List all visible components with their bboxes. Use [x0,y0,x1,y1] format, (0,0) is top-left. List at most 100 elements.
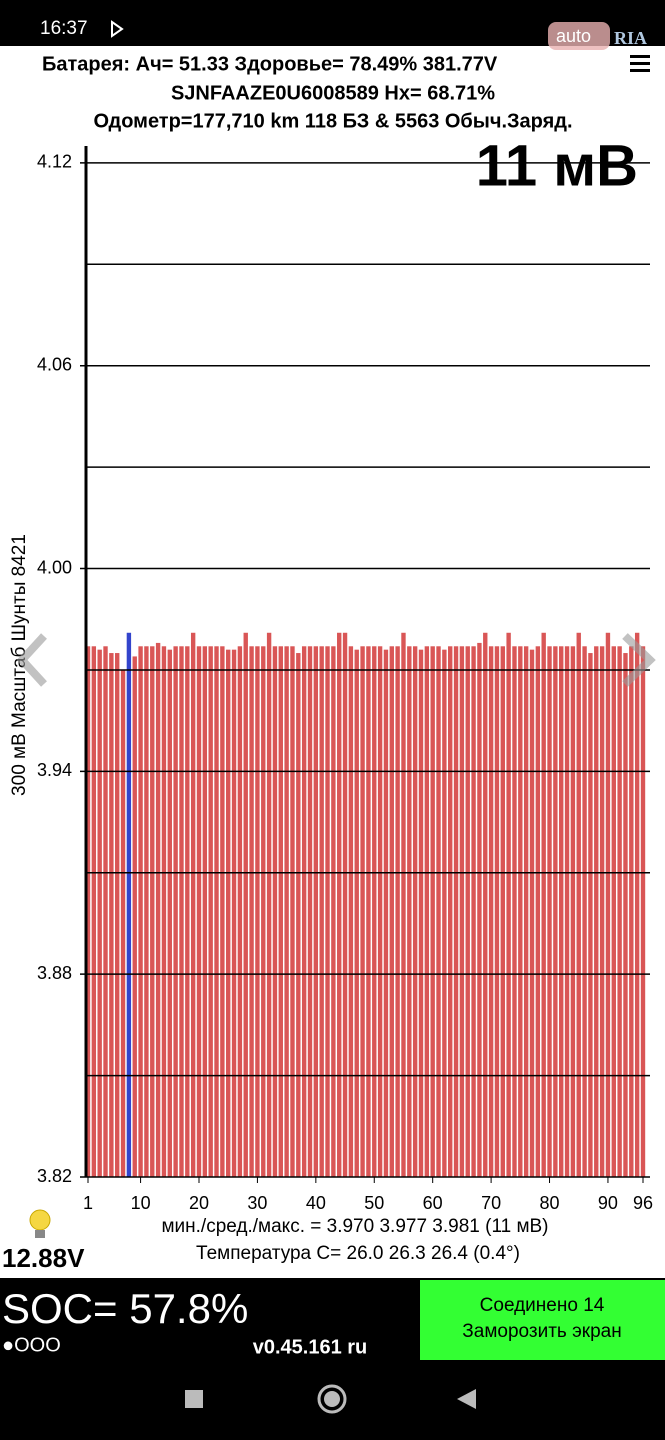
media-icon [111,20,124,38]
bar [611,646,616,1177]
bar [85,646,91,1177]
bar [629,646,634,1177]
menu-icon[interactable] [630,55,650,72]
bar [231,649,237,1177]
bar [477,642,482,1177]
version: v0.45.161 ru [253,1336,368,1358]
bar [109,653,114,1177]
y-tick-label: 4.06 [37,354,72,374]
bar [395,646,400,1177]
bulb-icon [29,1209,51,1238]
bar [91,646,97,1177]
bar [354,649,359,1177]
bar [237,646,243,1177]
bar [506,632,511,1177]
y-tick-label: 4.00 [37,557,72,577]
bar [138,646,143,1177]
bar [220,646,225,1177]
bar [634,632,640,1177]
bar [261,646,266,1177]
bar [412,646,418,1177]
bar [377,646,383,1177]
bar [599,646,605,1177]
next-arrow[interactable] [622,633,656,687]
bar [97,649,102,1177]
bar [179,646,184,1177]
bar [167,649,172,1177]
bar [301,646,307,1177]
bar [623,653,628,1177]
bar [272,646,278,1177]
bar [132,656,137,1177]
bar [605,632,611,1177]
bar [389,646,394,1177]
watermark-box [548,22,610,50]
bar [307,646,313,1177]
bar [459,646,465,1177]
bar [500,646,505,1177]
bar [564,646,570,1177]
bar [115,653,120,1177]
bar [448,646,453,1177]
bar [337,632,342,1177]
watermark: RIA [614,28,647,48]
bar [518,646,523,1177]
bar [319,646,324,1177]
y-tick-label: 3.94 [37,760,72,780]
bar [226,649,231,1177]
header-line: SJNFAAZE0U6008589 Hx= 68.71% [171,82,495,104]
x-tick-label: 30 [247,1193,267,1213]
y-tick-label: 4.12 [37,152,72,172]
nav-recents[interactable] [185,1390,203,1408]
bar [296,653,301,1177]
header-line: Батарея: Ач= 51.33 Здоровье= 78.49% 381.… [42,53,498,75]
bar [442,649,447,1177]
bar [383,649,389,1177]
bar [570,646,576,1177]
prev-arrow[interactable] [16,633,47,687]
bar [588,653,593,1177]
bar [547,646,552,1177]
header-line: Одометр=177,710 km 118 БЗ & 5563 Обыч.За… [93,110,572,132]
button-bg[interactable] [420,1280,665,1360]
bar [103,646,108,1177]
watermark: auto [556,26,591,46]
bar [424,646,430,1177]
bar [559,646,564,1177]
bar [401,632,406,1177]
bar [529,649,535,1177]
bar [576,632,581,1177]
bar [348,646,354,1177]
bar [594,646,599,1177]
bar [120,669,126,1177]
bar [331,646,336,1177]
bar [407,646,412,1177]
nav-home[interactable] [317,1384,347,1414]
bar [196,646,202,1177]
bar [190,632,196,1177]
bar [471,646,476,1177]
nav-home-dot[interactable] [324,1391,340,1407]
freeze-button[interactable]: Соединено 14 Заморозить экран [420,1280,665,1360]
button-label[interactable]: Соединено 14 [480,1295,605,1316]
bar [150,646,155,1177]
bar [494,646,500,1177]
bar [173,646,178,1177]
x-tick-label: 50 [364,1193,384,1213]
bar [453,646,459,1177]
bar [582,646,587,1177]
button-label[interactable]: Заморозить экран [462,1321,621,1342]
clock: 16:37 [40,18,88,39]
bar [185,646,190,1177]
nav-back[interactable] [457,1389,476,1409]
bar [284,646,289,1177]
x-tick-label: 60 [423,1193,443,1213]
bar [126,632,132,1177]
x-tick-label: 40 [306,1193,326,1213]
x-tick-label: 90 [598,1193,618,1213]
bar [255,646,260,1177]
temperature: Температура С= 26.0 26.3 26.4 (0.4°) [196,1243,520,1264]
bar [617,646,622,1177]
